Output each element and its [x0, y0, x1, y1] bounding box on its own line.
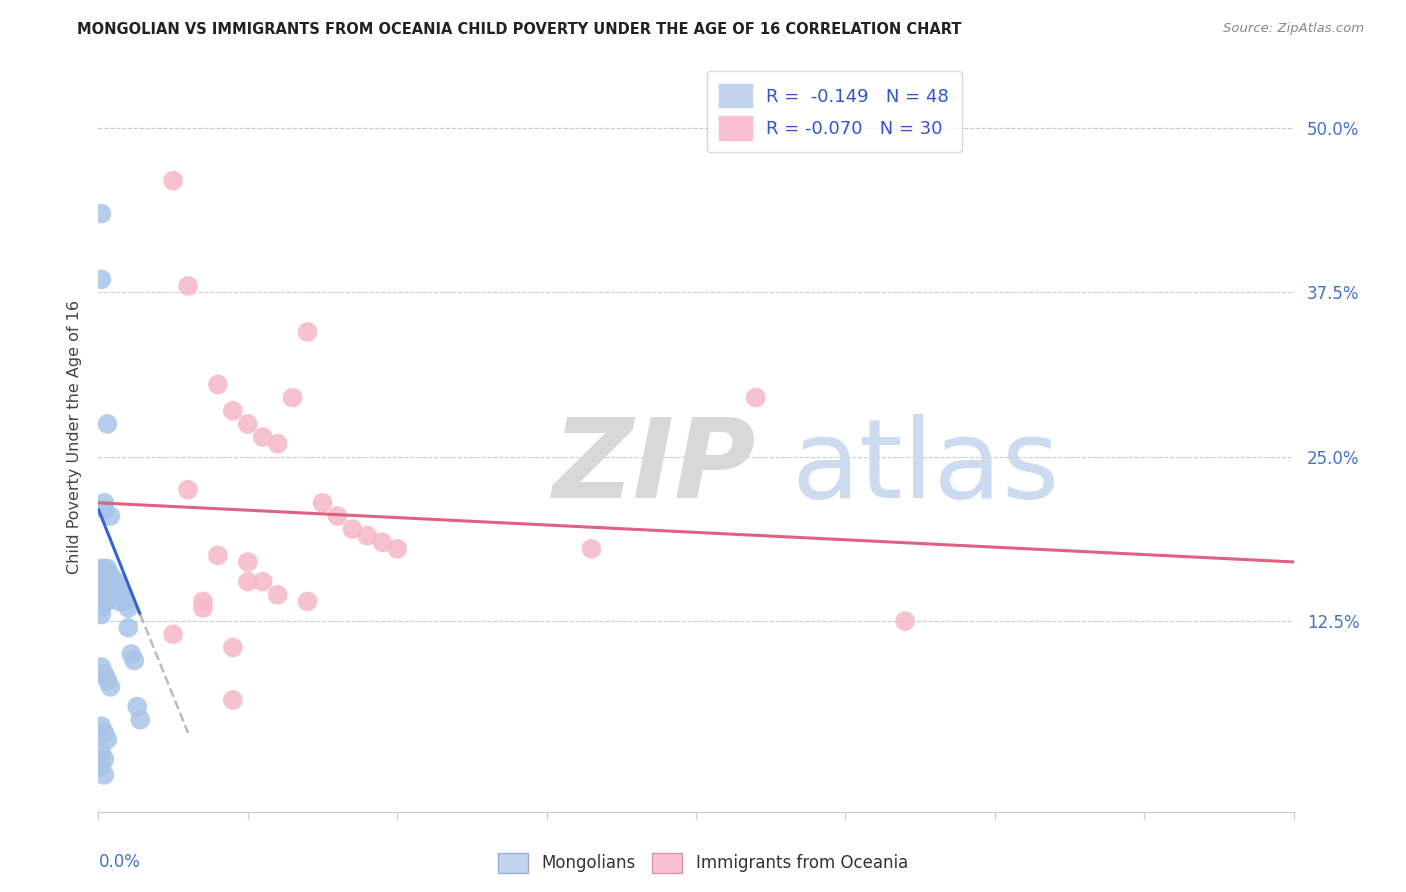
- Point: [108, 581, 131, 595]
- Point: [177, 279, 200, 293]
- Point: [356, 529, 378, 543]
- Point: [93, 574, 115, 589]
- Point: [236, 574, 259, 589]
- Point: [117, 601, 139, 615]
- Point: [90, 719, 112, 733]
- Point: [90, 607, 112, 622]
- Point: [103, 574, 125, 589]
- Point: [191, 601, 214, 615]
- Point: [222, 404, 245, 418]
- Point: [111, 588, 134, 602]
- Point: [222, 693, 245, 707]
- Point: [93, 726, 115, 740]
- Text: atlas: atlas: [792, 414, 1060, 521]
- Point: [105, 588, 128, 602]
- Point: [90, 561, 112, 575]
- Point: [191, 594, 214, 608]
- Point: [93, 496, 115, 510]
- Point: [124, 654, 146, 668]
- Point: [98, 568, 122, 582]
- Point: [894, 614, 917, 628]
- Point: [93, 752, 115, 766]
- Point: [93, 768, 115, 782]
- Point: [96, 568, 118, 582]
- Point: [297, 325, 319, 339]
- Point: [162, 174, 184, 188]
- Point: [105, 574, 128, 589]
- Point: [177, 483, 200, 497]
- Point: [162, 627, 184, 641]
- Point: [267, 588, 290, 602]
- Point: [581, 541, 603, 556]
- Point: [96, 417, 118, 431]
- Point: [207, 377, 229, 392]
- Point: [90, 758, 112, 772]
- Y-axis label: Child Poverty Under the Age of 16: Child Poverty Under the Age of 16: [66, 300, 82, 574]
- Point: [342, 522, 364, 536]
- Point: [236, 417, 259, 431]
- Point: [98, 680, 122, 694]
- Point: [96, 732, 118, 747]
- Text: ZIP: ZIP: [553, 414, 756, 521]
- Point: [745, 391, 768, 405]
- Point: [236, 555, 259, 569]
- Point: [96, 588, 118, 602]
- Point: [267, 436, 290, 450]
- Text: 0.0%: 0.0%: [98, 853, 141, 871]
- Text: MONGOLIAN VS IMMIGRANTS FROM OCEANIA CHILD POVERTY UNDER THE AGE OF 16 CORRELATI: MONGOLIAN VS IMMIGRANTS FROM OCEANIA CHI…: [77, 22, 962, 37]
- Point: [114, 594, 136, 608]
- Point: [371, 535, 394, 549]
- Point: [385, 541, 409, 556]
- Point: [96, 673, 118, 688]
- Point: [311, 496, 333, 510]
- Point: [207, 549, 229, 563]
- Point: [326, 508, 349, 523]
- Point: [90, 660, 112, 674]
- Point: [93, 502, 115, 516]
- Legend: R =  -0.149   N = 48, R = -0.070   N = 30: R = -0.149 N = 48, R = -0.070 N = 30: [707, 71, 962, 153]
- Point: [98, 508, 122, 523]
- Point: [90, 594, 112, 608]
- Point: [93, 568, 115, 582]
- Point: [90, 206, 112, 220]
- Point: [93, 561, 115, 575]
- Point: [108, 594, 131, 608]
- Point: [93, 666, 115, 681]
- Text: Source: ZipAtlas.com: Source: ZipAtlas.com: [1223, 22, 1364, 36]
- Point: [90, 272, 112, 286]
- Point: [96, 561, 118, 575]
- Point: [252, 430, 274, 444]
- Point: [90, 588, 112, 602]
- Point: [90, 746, 112, 760]
- Point: [103, 588, 125, 602]
- Point: [93, 581, 115, 595]
- Point: [90, 601, 112, 615]
- Point: [90, 574, 112, 589]
- Point: [93, 588, 115, 602]
- Point: [129, 713, 152, 727]
- Point: [117, 621, 139, 635]
- Point: [96, 594, 118, 608]
- Legend: Mongolians, Immigrants from Oceania: Mongolians, Immigrants from Oceania: [492, 847, 914, 880]
- Point: [222, 640, 245, 655]
- Point: [297, 594, 319, 608]
- Point: [120, 647, 142, 661]
- Point: [281, 391, 304, 405]
- Point: [98, 581, 122, 595]
- Point: [127, 699, 149, 714]
- Point: [252, 574, 274, 589]
